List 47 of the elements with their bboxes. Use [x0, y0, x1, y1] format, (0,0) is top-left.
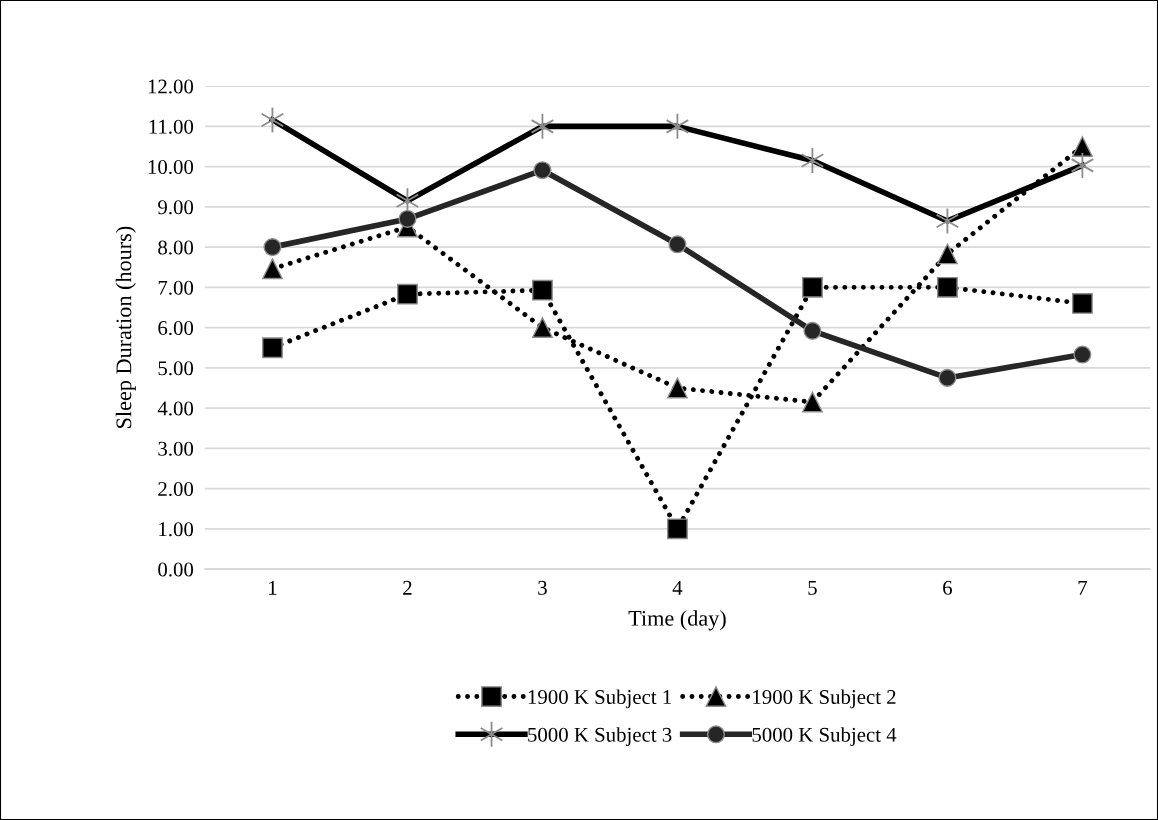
legend-label: 1900 K Subject 1 — [528, 689, 671, 709]
point — [938, 368, 957, 387]
x-axis-title: Time (day) — [628, 610, 726, 631]
x-tick-label: 4 — [672, 580, 683, 595]
point — [1073, 345, 1092, 364]
point — [668, 235, 687, 254]
y-tick-label: 7.00 — [158, 280, 194, 295]
y-tick-label: 12.00 — [148, 79, 194, 94]
y-tick-label: 3.00 — [158, 441, 194, 456]
y-tick-label: 5.00 — [158, 361, 194, 376]
point — [1070, 151, 1095, 179]
x-tick-label: 6 — [943, 580, 952, 595]
point — [398, 209, 417, 228]
x-tick-label: 2 — [403, 580, 412, 595]
y-tick-label: 4.00 — [157, 401, 194, 416]
point — [802, 391, 823, 413]
y-axis-title: Sleep Duration (hours) — [115, 226, 136, 428]
point — [533, 161, 552, 180]
x-tick-label: 5 — [808, 581, 817, 595]
point — [262, 337, 283, 359]
y-tick-label: 11.00 — [149, 119, 194, 134]
point — [936, 276, 958, 298]
y-tick-label: 6.00 — [158, 320, 194, 336]
x-tick-label: 7 — [1078, 581, 1088, 595]
point — [667, 518, 688, 540]
point — [803, 321, 822, 340]
point — [397, 283, 418, 305]
point — [936, 243, 958, 265]
point — [667, 377, 688, 399]
y-tick-label: 1.00 — [159, 522, 194, 537]
y-tick-label: 9.00 — [158, 200, 194, 215]
point — [1071, 293, 1093, 314]
y-tick-label: 10.00 — [148, 159, 194, 175]
point — [802, 276, 823, 298]
point — [532, 279, 553, 301]
point — [532, 317, 553, 339]
y-tick-label: 8.00 — [158, 240, 194, 255]
point — [1071, 136, 1093, 157]
point — [262, 258, 283, 280]
point — [263, 238, 282, 257]
y-tick-label: 2.00 — [158, 481, 194, 497]
y-tick-label: 0.00 — [158, 562, 194, 577]
legend-label: 1900 K Subject 2 — [753, 689, 896, 709]
x-tick-label: 3 — [538, 580, 547, 595]
legend-label: 5000 K Subject 3 — [528, 727, 672, 747]
x-tick-label: 1 — [269, 580, 277, 595]
legend-label: 5000 K Subject 4 — [752, 727, 897, 747]
